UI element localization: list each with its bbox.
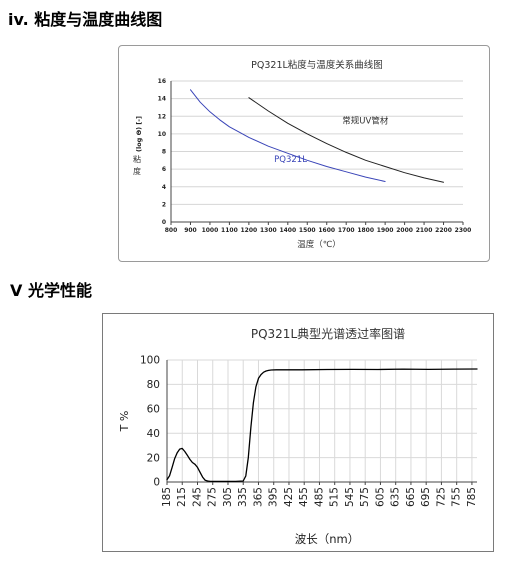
optical-section-heading: V 光学性能 [10, 281, 92, 300]
y-tick-label: 100 [140, 355, 160, 367]
y-tick-label: 60 [147, 403, 160, 415]
x-tick-label: 335 [237, 487, 249, 507]
x-tick-label: 900 [184, 227, 197, 234]
y-tick-label: 0 [153, 477, 160, 489]
x-tick-label: 2000 [396, 227, 413, 234]
x-tick-label: 1600 [318, 227, 335, 234]
x-tick-label: 725 [435, 487, 447, 507]
series-line [248, 97, 444, 183]
y-tick-label: 10 [158, 131, 166, 138]
x-axis-label: 温度（℃） [297, 239, 341, 250]
x-tick-label: 545 [344, 487, 356, 507]
y-tick-label: 0 [162, 219, 166, 226]
y-axis-label-char: 度 [133, 166, 141, 176]
x-tick-label: 575 [359, 487, 371, 507]
y-tick-label: 80 [147, 379, 160, 391]
y-tick-label: 4 [162, 184, 166, 191]
series-line [190, 89, 386, 182]
x-tick-label: 185 [161, 487, 173, 507]
y-axis-label: T % [118, 411, 131, 433]
x-tick-label: 2200 [435, 227, 452, 234]
series-label: 常规UV管材 [342, 115, 389, 126]
x-tick-label: 395 [268, 487, 280, 507]
x-tick-label: 635 [390, 487, 402, 507]
x-tick-label: 1100 [221, 227, 238, 234]
chart-title: PQ321L粘度与温度关系曲线图 [251, 59, 383, 71]
x-tick-label: 1500 [299, 227, 316, 234]
x-tick-label: 755 [451, 487, 463, 507]
x-tick-label: 425 [283, 487, 295, 507]
transmittance-chart-panel: PQ321L典型光谱透过率图谱 0 20 40 60 80 100 185 215 245 275 3… [102, 313, 494, 552]
x-tick-label: 1200 [241, 227, 258, 234]
x-tick-label: 1000 [202, 227, 219, 234]
x-tick-label: 1800 [357, 227, 374, 234]
y-tick-label: 6 [162, 166, 166, 173]
y-tick-label: 40 [147, 428, 160, 440]
y-tick-label: 20 [147, 452, 160, 464]
y-axis-label-log: (log Θ) [-] [135, 116, 143, 152]
x-tick-label: 1300 [260, 227, 277, 234]
x-tick-label: 215 [176, 487, 188, 507]
x-axis-label: 波长（nm） [295, 532, 360, 546]
x-tick-label: 305 [222, 487, 234, 507]
x-tick-label: 2300 [455, 227, 472, 234]
y-tick-label: 16 [158, 78, 166, 85]
x-tick-label: 515 [329, 487, 341, 507]
series-label: PQ321L [274, 155, 307, 165]
x-tick-label: 665 [405, 487, 417, 507]
x-tick-label: 455 [298, 487, 310, 507]
y-tick-label: 8 [162, 149, 166, 156]
y-tick-label: 2 [162, 201, 166, 208]
x-tick-label: 785 [466, 487, 478, 507]
viscosity-section-heading: iv. 粘度与温度曲线图 [8, 10, 163, 29]
y-tick-label: 12 [158, 113, 166, 120]
x-tick-label: 1400 [279, 227, 296, 234]
y-tick-label: 14 [158, 96, 166, 103]
viscosity-chart-panel: PQ321L粘度与温度关系曲线图 0 2 4 6 8 10 12 14 16 800 900 1000 1… [118, 45, 490, 262]
x-tick-label: 695 [420, 487, 432, 507]
x-tick-label: 800 [165, 227, 178, 234]
x-tick-label: 1700 [338, 227, 355, 234]
y-axis-label-char: 粘 [133, 154, 141, 164]
x-tick-label: 485 [313, 487, 325, 507]
x-tick-label: 245 [191, 487, 203, 507]
series-line [166, 368, 478, 483]
x-tick-label: 1900 [377, 227, 394, 234]
chart-title: PQ321L典型光谱透过率图谱 [251, 326, 405, 341]
x-tick-label: 605 [374, 487, 386, 507]
x-tick-label: 275 [207, 487, 219, 507]
x-tick-label: 2100 [416, 227, 433, 234]
x-tick-label: 365 [252, 487, 264, 507]
